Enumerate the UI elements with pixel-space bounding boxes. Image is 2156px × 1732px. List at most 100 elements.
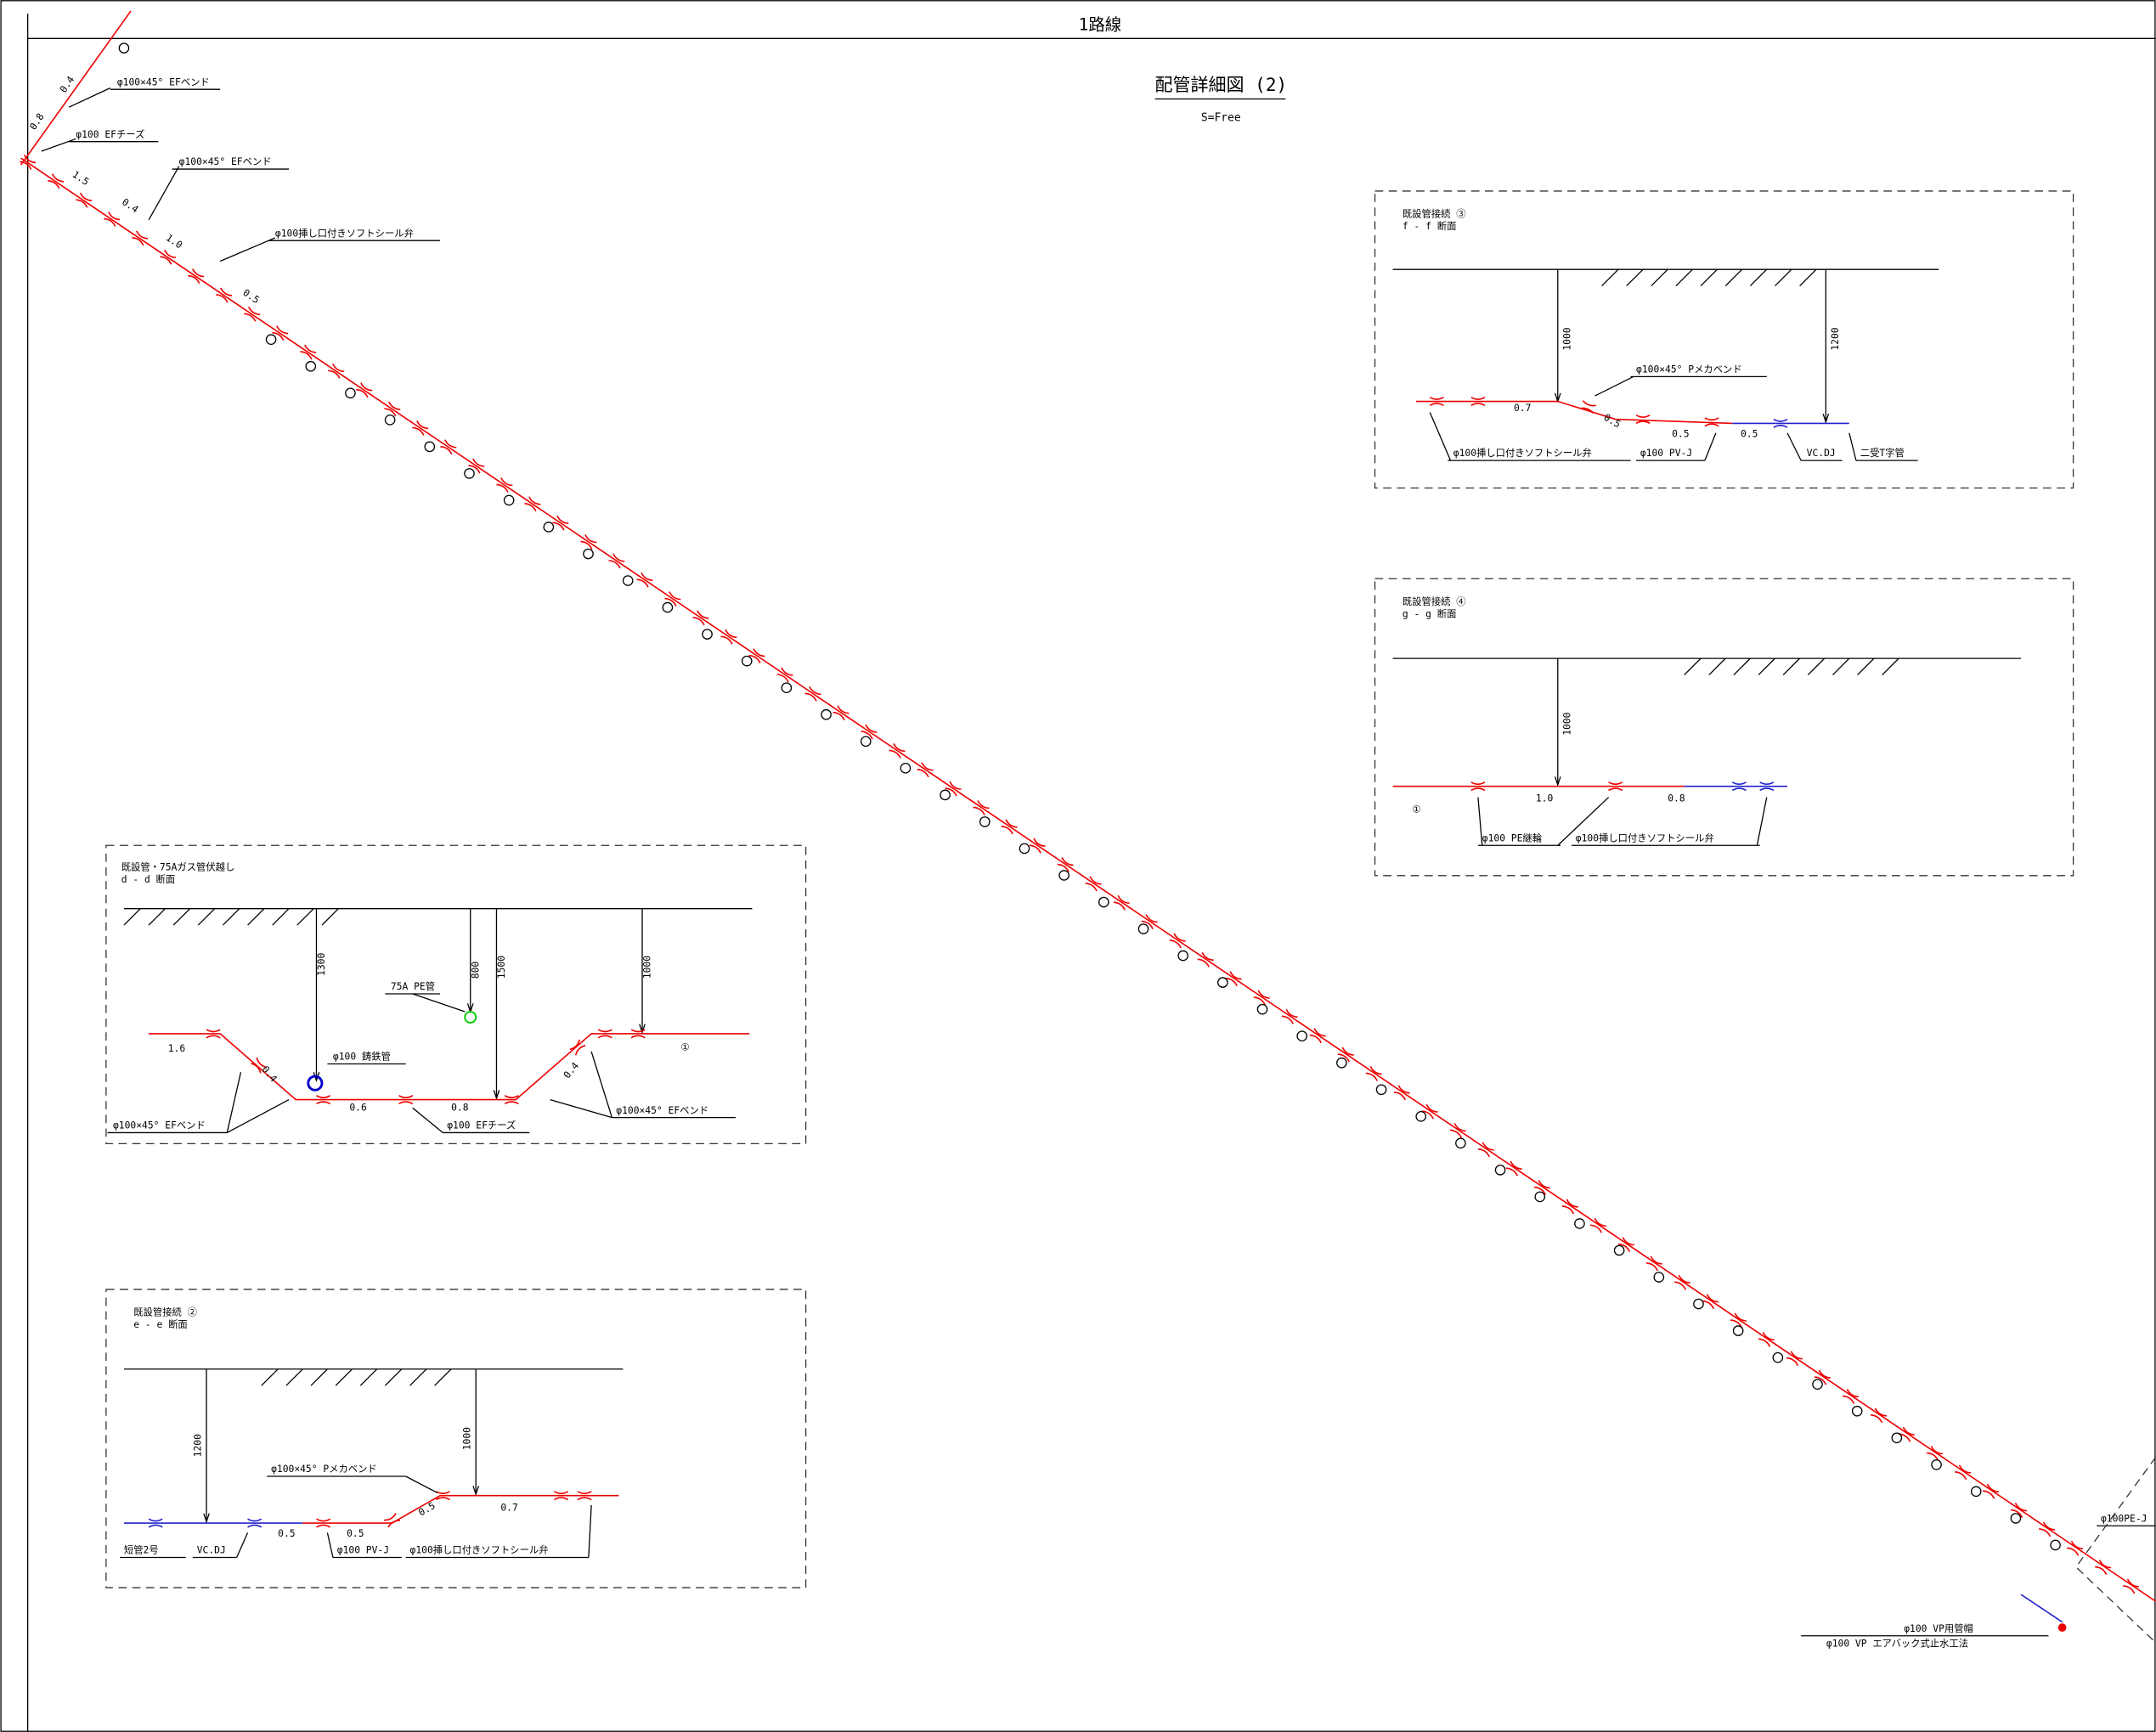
label: φ100 鋳鉄管	[333, 1051, 391, 1063]
valve-cap	[2057, 1623, 2067, 1632]
fitting	[48, 173, 65, 189]
number-marker	[345, 387, 356, 399]
fitting	[552, 515, 569, 531]
number-marker	[622, 575, 634, 586]
number-marker	[1732, 1325, 1744, 1336]
fitting	[251, 1057, 267, 1074]
number-marker	[424, 441, 436, 453]
fitting	[435, 1491, 450, 1501]
fitting	[20, 155, 37, 170]
fitting	[216, 287, 233, 303]
leader	[405, 1475, 438, 1493]
fitting	[1702, 1294, 1719, 1310]
hatch	[272, 908, 290, 926]
label: φ100 PV-J	[1640, 447, 1692, 459]
number-marker	[2010, 1513, 2022, 1524]
fitting	[1449, 1123, 1466, 1138]
hatch	[148, 908, 166, 926]
label: 短管2号	[124, 1544, 159, 1556]
dimension: 1200	[192, 1434, 204, 1457]
dimension: 0.5	[278, 1527, 295, 1539]
dimension: 0.5	[1672, 428, 1689, 440]
fitting	[1001, 819, 1018, 835]
number-marker	[1137, 923, 1149, 934]
title: 配管詳細図 (2)	[1154, 74, 1287, 95]
hatch	[247, 908, 265, 926]
fitting	[244, 306, 261, 322]
dimension: 0.8	[451, 1102, 469, 1114]
fitting	[1477, 1142, 1494, 1158]
dimension: 0.5	[347, 1527, 364, 1539]
label: φ100挿し口付きソフトシール弁	[1576, 832, 1714, 843]
pipe	[20, 157, 2156, 1602]
fitting	[188, 268, 205, 284]
hatch	[285, 1368, 303, 1386]
arrow	[472, 1486, 480, 1497]
number-marker	[1217, 977, 1228, 988]
hatch	[1782, 657, 1801, 676]
dimension: 0.5	[416, 1499, 437, 1518]
fitting	[398, 1095, 414, 1105]
fitting	[1429, 396, 1444, 407]
dimension: 0.5	[1741, 428, 1758, 440]
fitting	[104, 212, 121, 227]
fitting	[1617, 1237, 1634, 1253]
dimension: 0.7	[1514, 402, 1531, 414]
dimension: 0.4	[259, 1063, 279, 1085]
leader	[1477, 797, 1483, 846]
hatch	[1626, 268, 1644, 287]
fitting	[2011, 1503, 2028, 1518]
hatch	[1749, 268, 1768, 287]
hatch	[1684, 657, 1702, 676]
fitting	[524, 496, 541, 512]
hatch	[335, 1368, 353, 1386]
leader	[326, 1532, 334, 1558]
section-frame	[1374, 190, 2074, 489]
fitting	[1561, 1199, 1578, 1215]
label: φ100 VP用管帽	[1904, 1622, 1973, 1634]
fitting	[356, 382, 373, 398]
number-marker	[1772, 1351, 1784, 1363]
fitting	[1870, 1408, 1887, 1424]
number-marker	[464, 468, 475, 479]
hatch	[1774, 268, 1792, 287]
dimension: 0.7	[500, 1501, 517, 1513]
fitting	[316, 1095, 331, 1105]
fitting	[1029, 838, 1046, 854]
dimension: 1000	[1561, 327, 1572, 350]
fitting	[1955, 1464, 1972, 1481]
section-frame	[1374, 578, 2074, 877]
leader	[1786, 432, 1802, 461]
pipe	[1416, 400, 1733, 425]
label: φ100×45° EFベンド	[179, 155, 272, 167]
leader	[412, 1107, 443, 1133]
hatch	[1799, 268, 1817, 287]
fitting	[384, 1513, 400, 1528]
fitting	[160, 249, 177, 265]
label: VC.DJ	[197, 1544, 226, 1556]
number-marker	[1177, 950, 1188, 962]
dimension: 0.8	[1668, 792, 1685, 804]
label: φ100×45° Pメカベンド	[1636, 364, 1742, 375]
dimension: 0.5	[1602, 411, 1623, 430]
fitting	[1758, 1331, 1775, 1347]
fitting	[1169, 933, 1186, 949]
dimension: 0.8	[27, 110, 47, 132]
hatch	[384, 1368, 403, 1386]
label: φ100挿し口付きソフトシール弁	[410, 1544, 549, 1556]
leader	[226, 1099, 290, 1134]
fitting	[945, 781, 962, 797]
fitting	[132, 230, 149, 246]
dimension: ①	[1412, 803, 1420, 815]
hatch	[434, 1368, 452, 1386]
label: VC.DJ	[1807, 447, 1836, 459]
fitting	[1281, 1008, 1298, 1024]
arrow	[313, 1072, 320, 1082]
fitting	[1253, 990, 1270, 1006]
dimension: 1.0	[164, 231, 185, 251]
fitting	[148, 1518, 163, 1528]
dimension: ①	[680, 1041, 689, 1052]
fitting	[1337, 1047, 1354, 1063]
number-marker	[860, 736, 872, 748]
hatch	[321, 908, 339, 926]
